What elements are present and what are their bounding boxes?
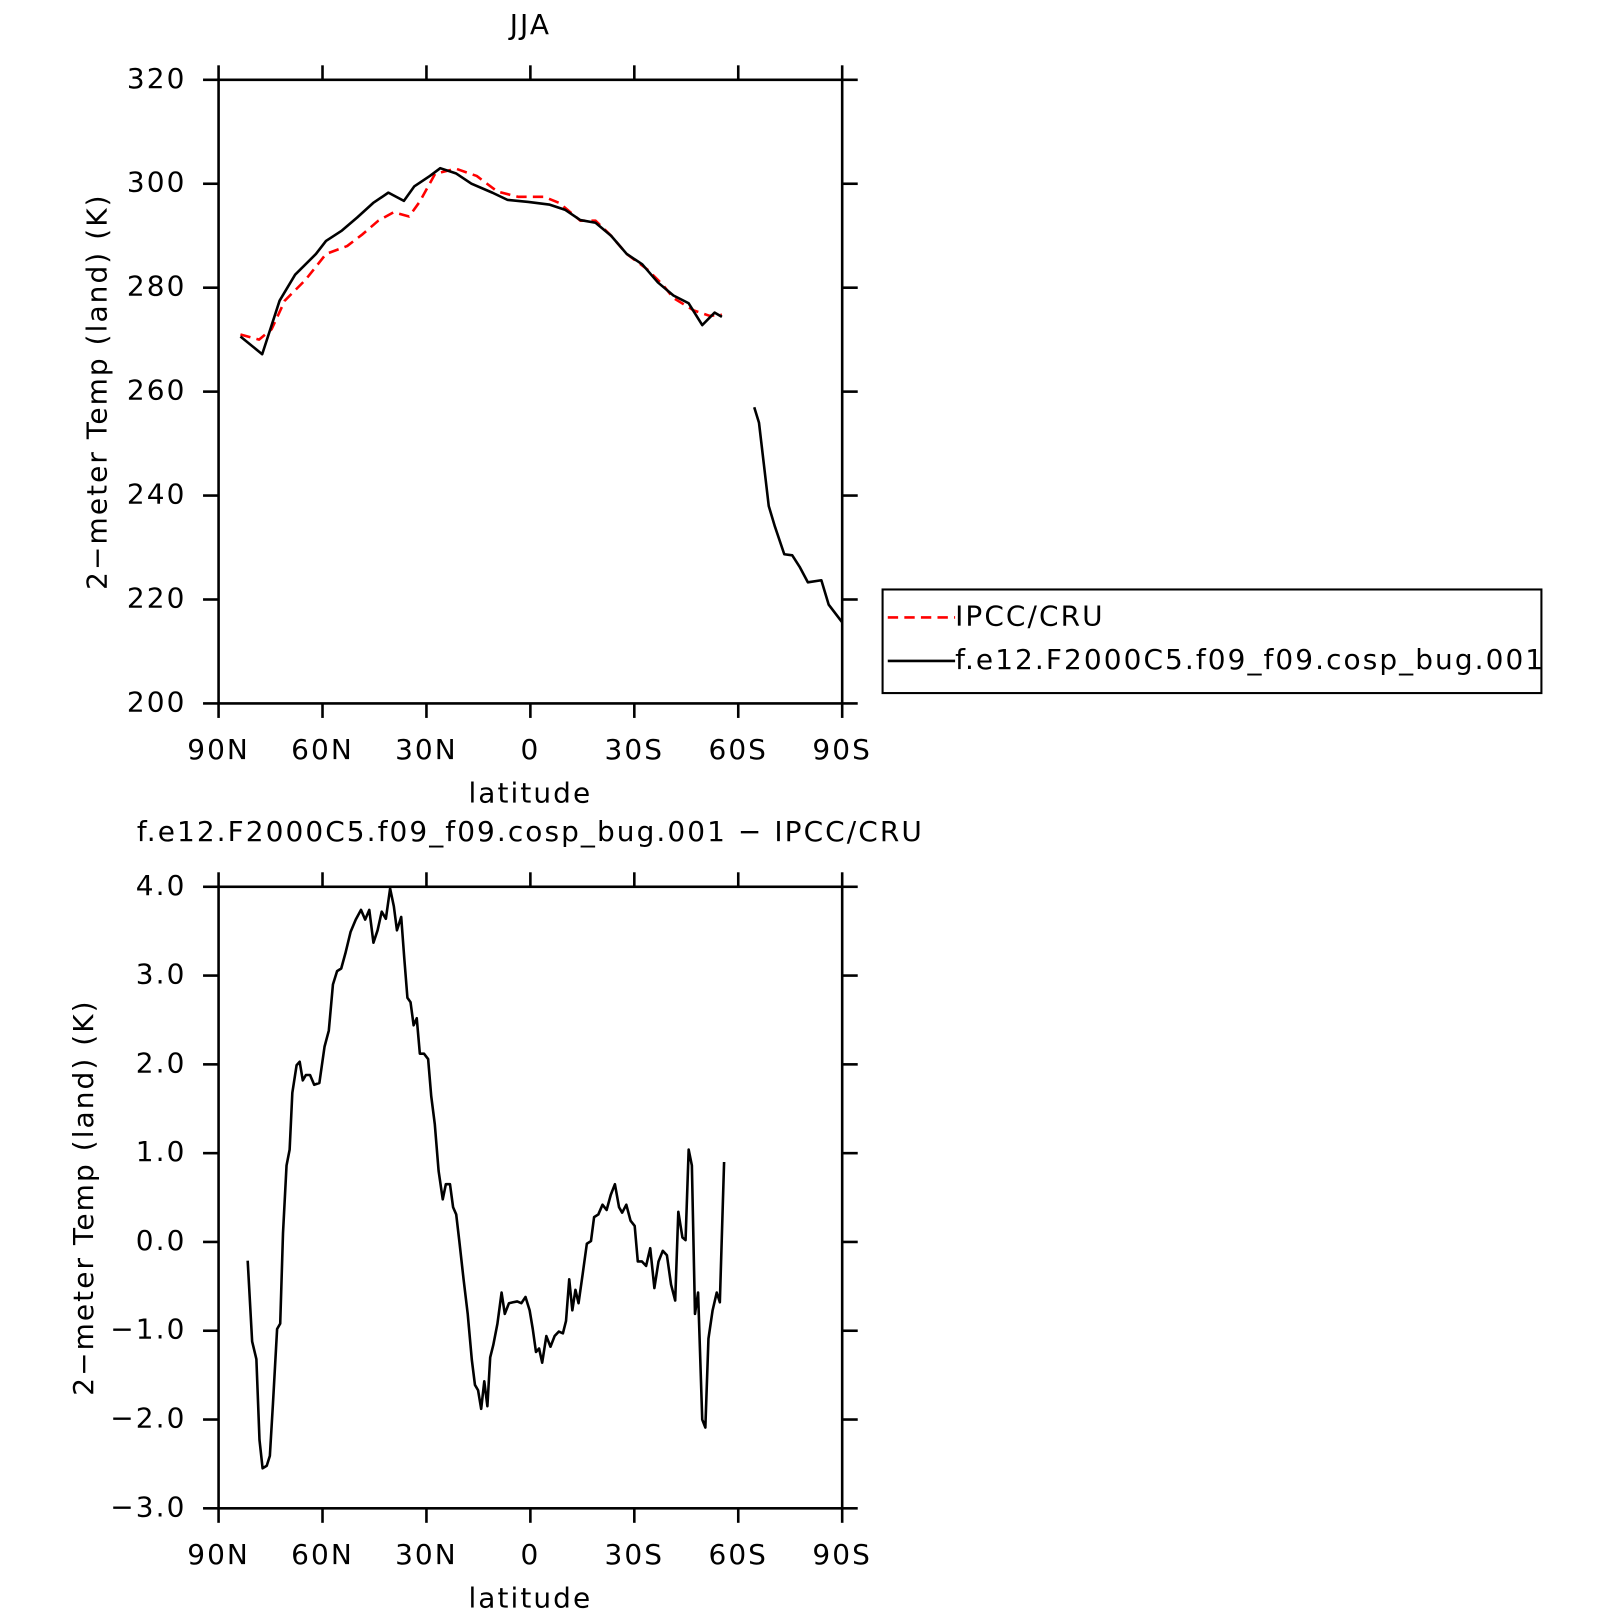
- y-tick-label: 3.0: [136, 958, 187, 991]
- legend-label: f.e12.F2000C5.f09_f09.cosp_bug.001: [955, 643, 1545, 676]
- y-tick-label: 200: [127, 685, 187, 718]
- x-axis-label: latitude: [468, 777, 592, 810]
- y-tick-label: 300: [127, 166, 187, 199]
- data-line: [240, 167, 723, 341]
- legend-label: IPCC/CRU: [955, 599, 1105, 632]
- x-tick-label: 30N: [395, 733, 458, 766]
- legend-box: [881, 588, 1543, 695]
- x-tick-label: 60N: [291, 733, 354, 766]
- plot-frame: [217, 78, 844, 705]
- x-tick-label: 90S: [812, 1538, 872, 1571]
- y-tick-label: 260: [127, 374, 187, 407]
- y-tick-label: 2.0: [136, 1046, 187, 1079]
- data-line: [246, 887, 726, 1470]
- x-tick-label: 30S: [605, 733, 665, 766]
- x-tick-label: 0: [520, 1538, 540, 1571]
- y-tick-label: 240: [127, 478, 187, 511]
- y-tick-label: 320: [127, 62, 187, 95]
- x-tick-label: 0: [520, 733, 540, 766]
- chart-title: f.e12.F2000C5.f09_f09.cosp_bug.001 − IPC…: [137, 815, 924, 848]
- y-tick-label: 0.0: [136, 1224, 187, 1257]
- x-tick-label: 90S: [812, 733, 872, 766]
- y-tick-label: −3.0: [110, 1490, 186, 1523]
- x-axis-label: latitude: [468, 1581, 592, 1613]
- x-tick-label: 60N: [291, 1538, 354, 1571]
- y-axis-label: 2−meter Temp (land) (K): [67, 999, 100, 1395]
- x-tick-label: 60S: [708, 1538, 768, 1571]
- y-tick-label: 1.0: [136, 1135, 187, 1168]
- y-tick-label: −2.0: [110, 1402, 186, 1435]
- y-axis-label: 2−meter Temp (land) (K): [80, 193, 113, 589]
- x-tick-label: 60S: [708, 733, 768, 766]
- chart-title: JJA: [508, 8, 551, 41]
- y-tick-label: 280: [127, 270, 187, 303]
- x-tick-label: 90N: [187, 1538, 250, 1571]
- y-tick-label: −1.0: [110, 1313, 186, 1346]
- plot-frame: [217, 885, 844, 1510]
- y-tick-label: 4.0: [136, 869, 187, 902]
- x-tick-label: 30S: [605, 1538, 665, 1571]
- data-line: [239, 166, 844, 624]
- x-tick-label: 90N: [187, 733, 250, 766]
- y-tick-label: 220: [127, 581, 187, 614]
- x-tick-label: 30N: [395, 1538, 458, 1571]
